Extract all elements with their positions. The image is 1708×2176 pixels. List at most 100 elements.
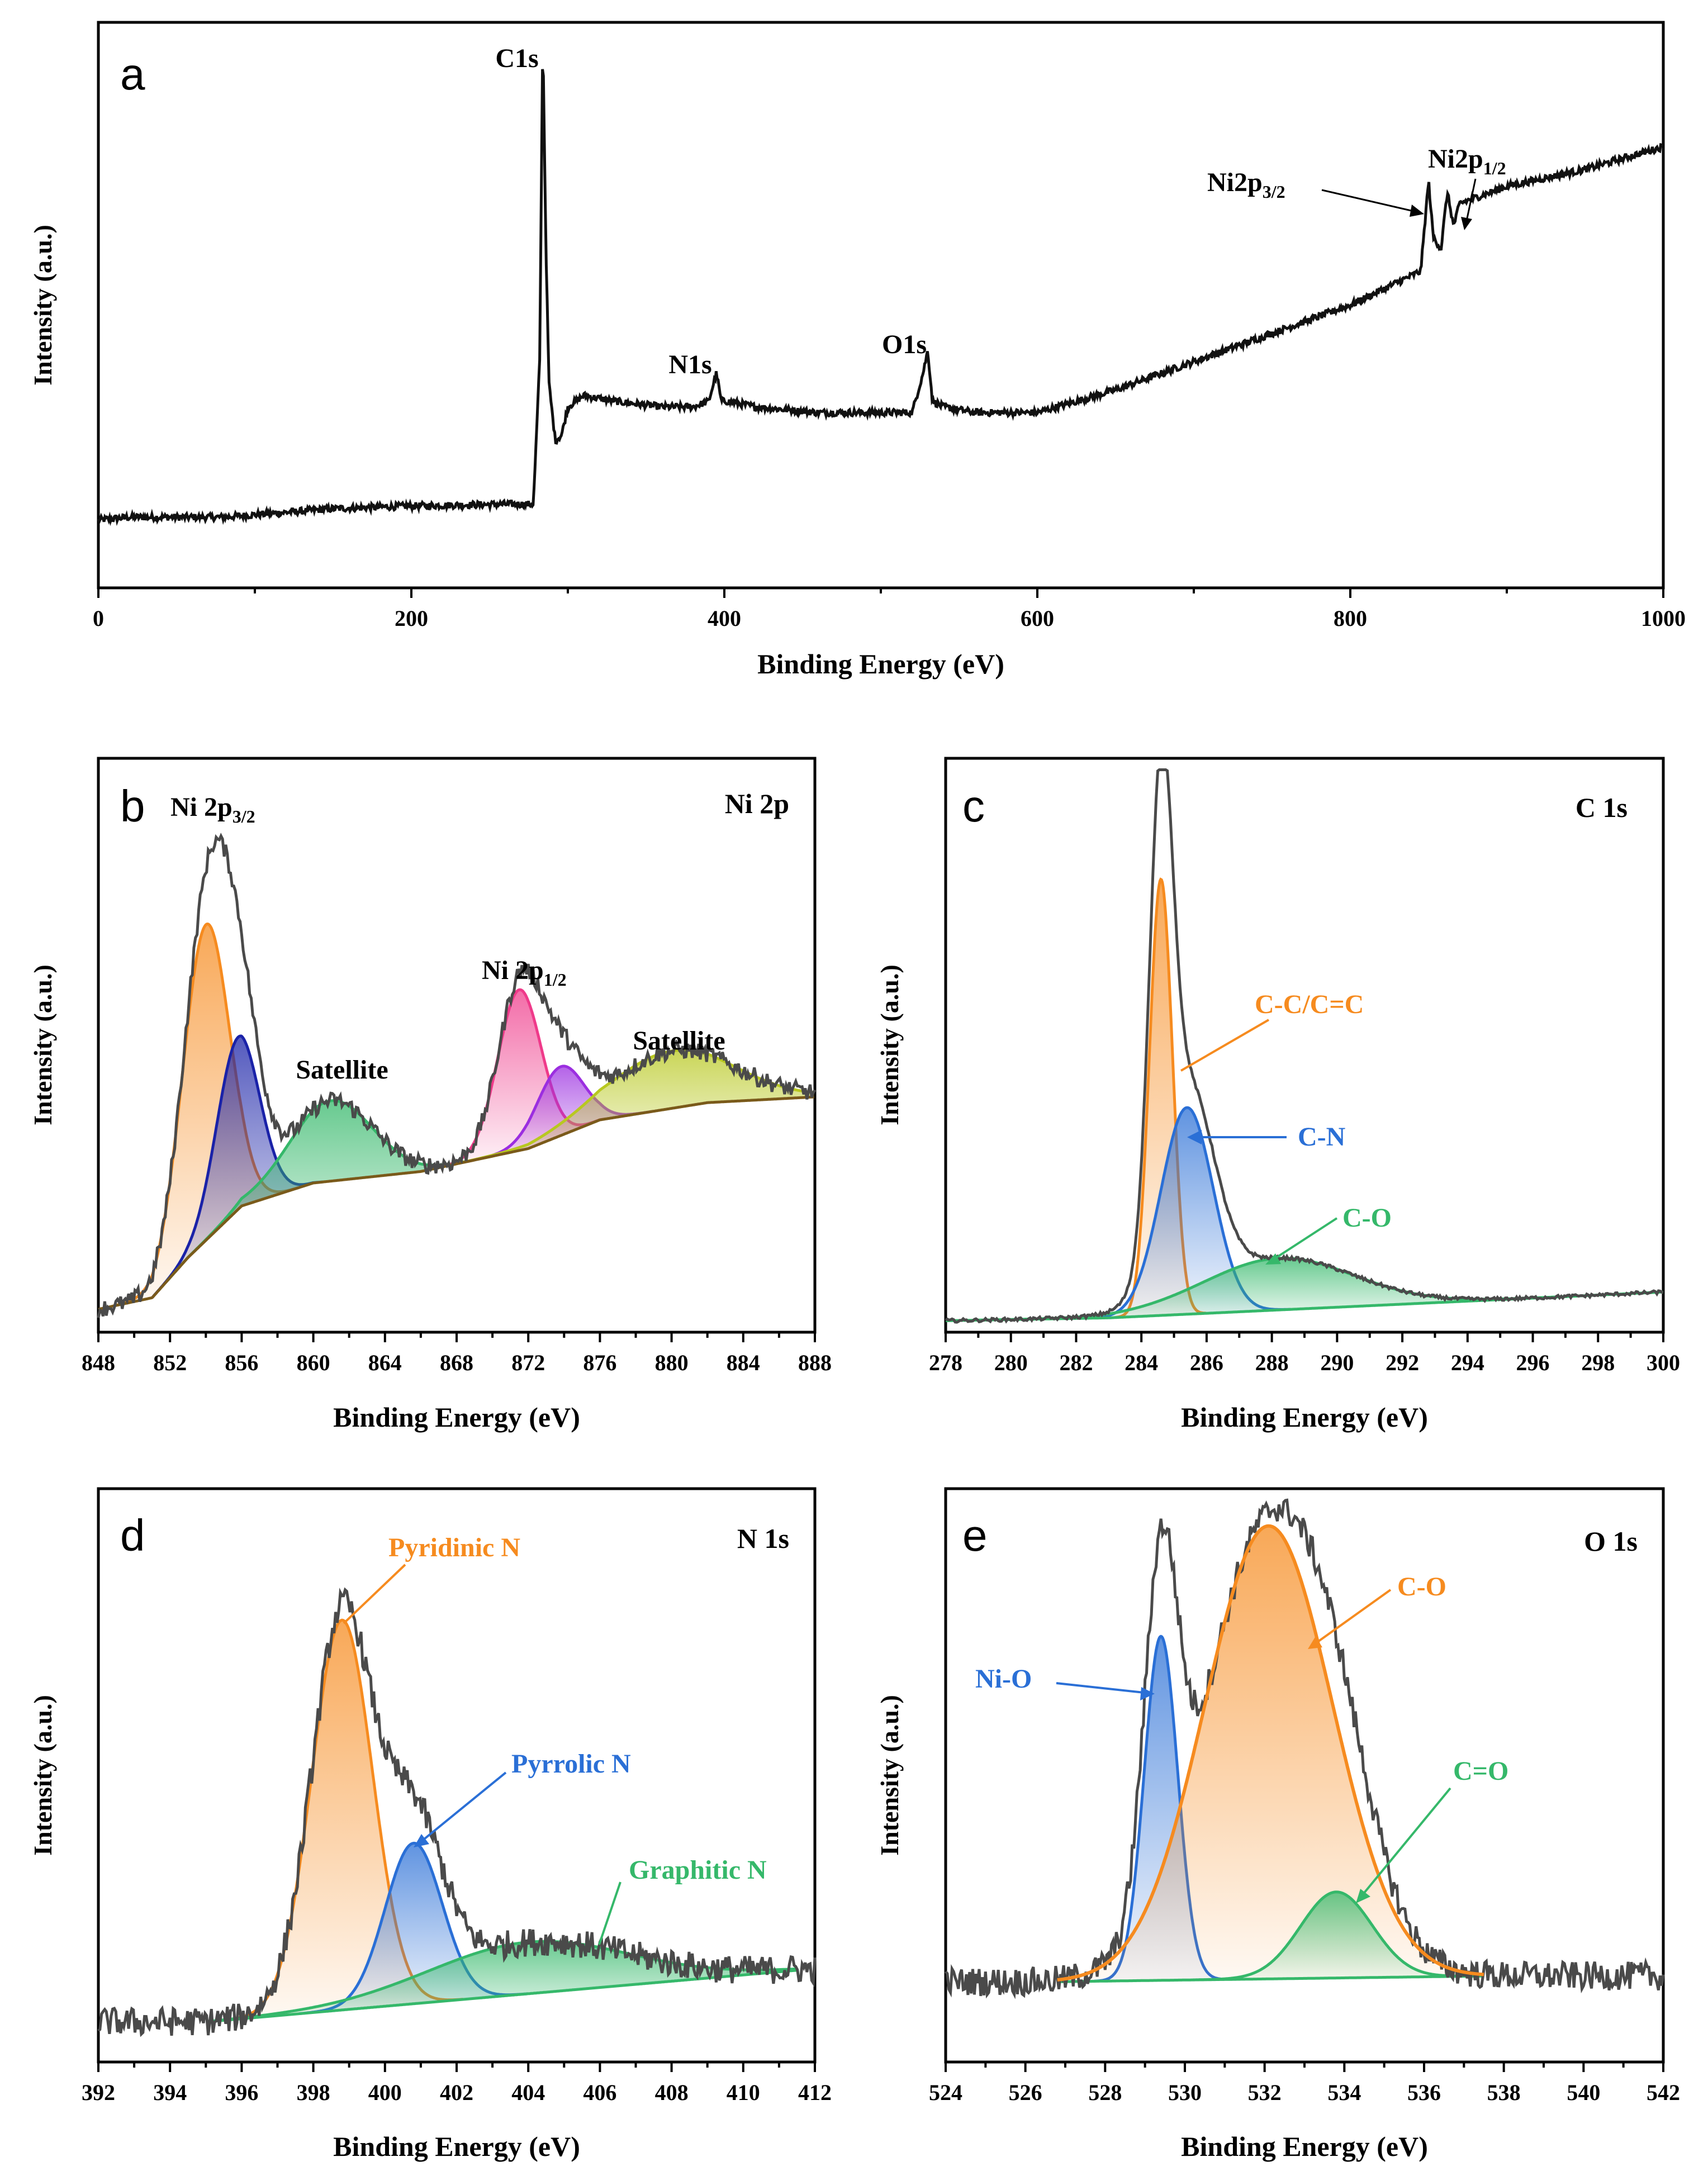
raw-data-line [945,1498,1665,1999]
x-tick-label: 888 [798,1350,832,1375]
panel-e-co-arrowhead [1308,1636,1322,1649]
panel-b-p12-label: Ni 2p1/2 [482,956,567,990]
peak-fill-2 [166,1100,496,1282]
x-tick-label: 292 [1386,1350,1419,1375]
x-tick-label: 402 [440,2080,473,2105]
panel-a-c1s-label: C1s [495,44,538,73]
peak-fill-0 [112,924,298,1306]
x-tick-label: 290 [1320,1350,1354,1375]
x-tick-label: 526 [1009,2080,1042,2105]
x-tick-label: 398 [297,2080,330,2105]
panel-b-p32-main: Ni 2p [170,792,233,822]
peak-fill-4 [467,1066,653,1162]
raw-data-line [97,1587,817,2037]
panel-b-plot [97,833,817,1318]
x-tick-label: 400 [368,2080,402,2105]
x-tick-label: 406 [583,2080,616,2105]
x-tick-label: 410 [727,2080,760,2105]
x-tick-label: 412 [798,2080,832,2105]
x-tick-label: 396 [225,2080,258,2105]
panel-b-p12-sub: 1/2 [544,970,567,990]
panel-d-pyridinic-label: Pyridinic N [388,1533,520,1562]
x-tick-label: 284 [1125,1350,1158,1375]
x-tick-label: 540 [1567,2080,1600,2105]
panel-e-cdo-arrowhead [1356,1889,1370,1903]
panel-e-xlabel: Binding Energy (eV) [1181,2131,1428,2162]
x-tick-label: 278 [929,1350,962,1375]
x-tick-label: 538 [1487,2080,1521,2105]
x-tick-label: 530 [1168,2080,1202,2105]
panel-c-plot [945,768,1664,1324]
x-tick-label: 394 [153,2080,187,2105]
x-tick-label: 876 [583,1350,616,1375]
peak-fill-2 [1193,1892,1480,1980]
x-tick-label: 408 [655,2080,689,2105]
panel-e-co-arrow [1311,1589,1392,1647]
panel-b-letter: b [120,781,145,831]
panel-d-n1s: 392 394 396 398 400 402 404 406 408 410 412 d N 1s… [29,1487,832,2162]
x-tick-label: 872 [511,1350,545,1375]
panel-c-corner-label: C 1s [1576,792,1628,823]
panel-a-ni2p12-sub: 1/2 [1483,158,1506,178]
panel-c-frame [944,757,1665,1334]
panel-a-frame [97,21,1665,590]
raw-data-line [97,833,817,1318]
panel-a-ni2p32-label: Ni2p3/2 [1207,168,1285,202]
x-tick-label: 528 [1088,2080,1122,2105]
peak-fill-5 [420,1050,814,1172]
panel-a-xlabel: Binding Energy (eV) [757,648,1004,680]
x-tick-label: 852 [153,1350,187,1375]
x-tick-label: 200 [395,606,428,631]
panel-d-xlabel: Binding Energy (eV) [333,2131,580,2162]
panel-b-p12-main: Ni 2p [482,956,544,985]
x-tick-label: 880 [655,1350,689,1375]
panel-a-ni2p32-sub: 3/2 [1263,182,1285,202]
panel-a-ni2p12-arrowhead [1461,217,1472,230]
panel-c-co-label: C-O [1342,1203,1392,1233]
panel-d-graphitic-label: Graphitic N [629,1855,767,1885]
peak-fill-0 [220,1620,463,2021]
x-tick-label: 1000 [1641,606,1686,631]
panel-e-letter: e [962,1510,988,1560]
panel-b-x-ticks: 848 852 856 860 864 868 872 876 880 884 888 [82,1332,832,1375]
peak-fill-0 [1115,879,1207,1318]
peak-fill-0 [1094,1636,1228,1982]
peak-fill-2 [978,1258,1578,1320]
raw-data-line [945,768,1664,1324]
background-line [98,1095,814,1311]
panel-b-xlabel: Binding Energy (eV) [333,1401,580,1433]
panel-c-cn-arrowhead [1187,1130,1202,1144]
panel-a-ni2p12-label: Ni2p1/2 [1428,144,1506,178]
x-tick-label: 864 [368,1350,402,1375]
panel-e-plot [945,1498,1665,1999]
x-tick-label: 800 [1334,606,1367,631]
x-tick-label: 860 [297,1350,330,1375]
panel-a-ni2p32-main: Ni2p [1207,168,1263,197]
panel-e-nio-arrowhead [1140,1687,1155,1700]
panel-a-ni2p32-arrowhead [1410,205,1424,217]
x-tick-label: 524 [929,2080,962,2105]
panel-c-ylabel: Intensity (a.u.) [875,965,904,1125]
panel-c-cn-label: C-N [1298,1122,1346,1152]
x-tick-label: 294 [1451,1350,1484,1375]
panel-a-x-ticks: 0 200 400 600 800 1000 [93,588,1686,631]
panel-b-p32-sub: 3/2 [233,806,255,826]
panel-a-o1s-label: O1s [882,330,927,359]
x-tick-label: 282 [1059,1350,1093,1375]
x-tick-label: 884 [727,1350,760,1375]
panel-e-co-label: C-O [1397,1572,1446,1602]
x-tick-label: 296 [1516,1350,1550,1375]
x-tick-label: 856 [225,1350,258,1375]
panel-e-cdo-arrow [1358,1787,1451,1900]
x-tick-label: 298 [1581,1350,1615,1375]
x-tick-label: 532 [1248,2080,1282,2105]
panel-a-letter: a [120,49,145,99]
panel-c-x-ticks: 278 280 282 284 286 288 290 292 294 296 298 300 [929,1332,1680,1375]
panel-b-sat2-label: Satellite [633,1026,725,1056]
panel-e-x-ticks: 524 526 528 530 532 534 536 538 540 542 [929,2062,1680,2105]
panel-c-co-arrowhead [1265,1253,1281,1265]
panel-a-plot [97,69,1664,526]
x-tick-label: 534 [1327,2080,1361,2105]
panel-b-p32-label: Ni 2p3/2 [170,792,255,826]
panel-d-graphitic-arrow [598,1882,621,1945]
